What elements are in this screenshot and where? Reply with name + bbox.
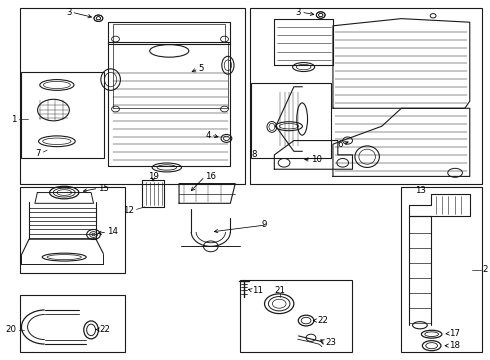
Text: 5: 5 bbox=[198, 64, 204, 73]
Text: 17: 17 bbox=[449, 329, 460, 338]
Text: 1: 1 bbox=[11, 114, 16, 123]
Bar bbox=[20, 187, 125, 273]
Text: 9: 9 bbox=[262, 220, 267, 229]
Text: 7: 7 bbox=[36, 149, 41, 158]
Text: 16: 16 bbox=[205, 172, 216, 181]
Text: 21: 21 bbox=[275, 286, 286, 295]
Text: 11: 11 bbox=[252, 286, 263, 295]
Text: 10: 10 bbox=[311, 155, 322, 164]
Text: 2: 2 bbox=[482, 265, 488, 274]
Text: 15: 15 bbox=[98, 184, 109, 193]
Text: 22: 22 bbox=[99, 325, 110, 334]
Bar bbox=[251, 83, 331, 158]
Bar bbox=[401, 187, 482, 352]
Text: 4: 4 bbox=[205, 131, 211, 140]
Text: 3: 3 bbox=[295, 8, 301, 17]
Text: 8: 8 bbox=[251, 150, 257, 159]
Text: 3: 3 bbox=[66, 8, 72, 17]
Text: 22: 22 bbox=[318, 316, 328, 325]
Bar bbox=[250, 8, 482, 184]
Text: 20: 20 bbox=[5, 325, 16, 334]
Text: 14: 14 bbox=[107, 228, 118, 237]
Text: 18: 18 bbox=[449, 341, 460, 350]
Text: 23: 23 bbox=[326, 338, 337, 347]
Bar bbox=[20, 8, 245, 184]
Bar bbox=[21, 72, 104, 158]
Text: 13: 13 bbox=[416, 185, 426, 194]
Text: 6: 6 bbox=[337, 140, 343, 149]
Bar bbox=[240, 280, 352, 352]
Text: 12: 12 bbox=[123, 206, 134, 215]
Bar bbox=[20, 295, 125, 352]
Text: 19: 19 bbox=[147, 172, 159, 181]
